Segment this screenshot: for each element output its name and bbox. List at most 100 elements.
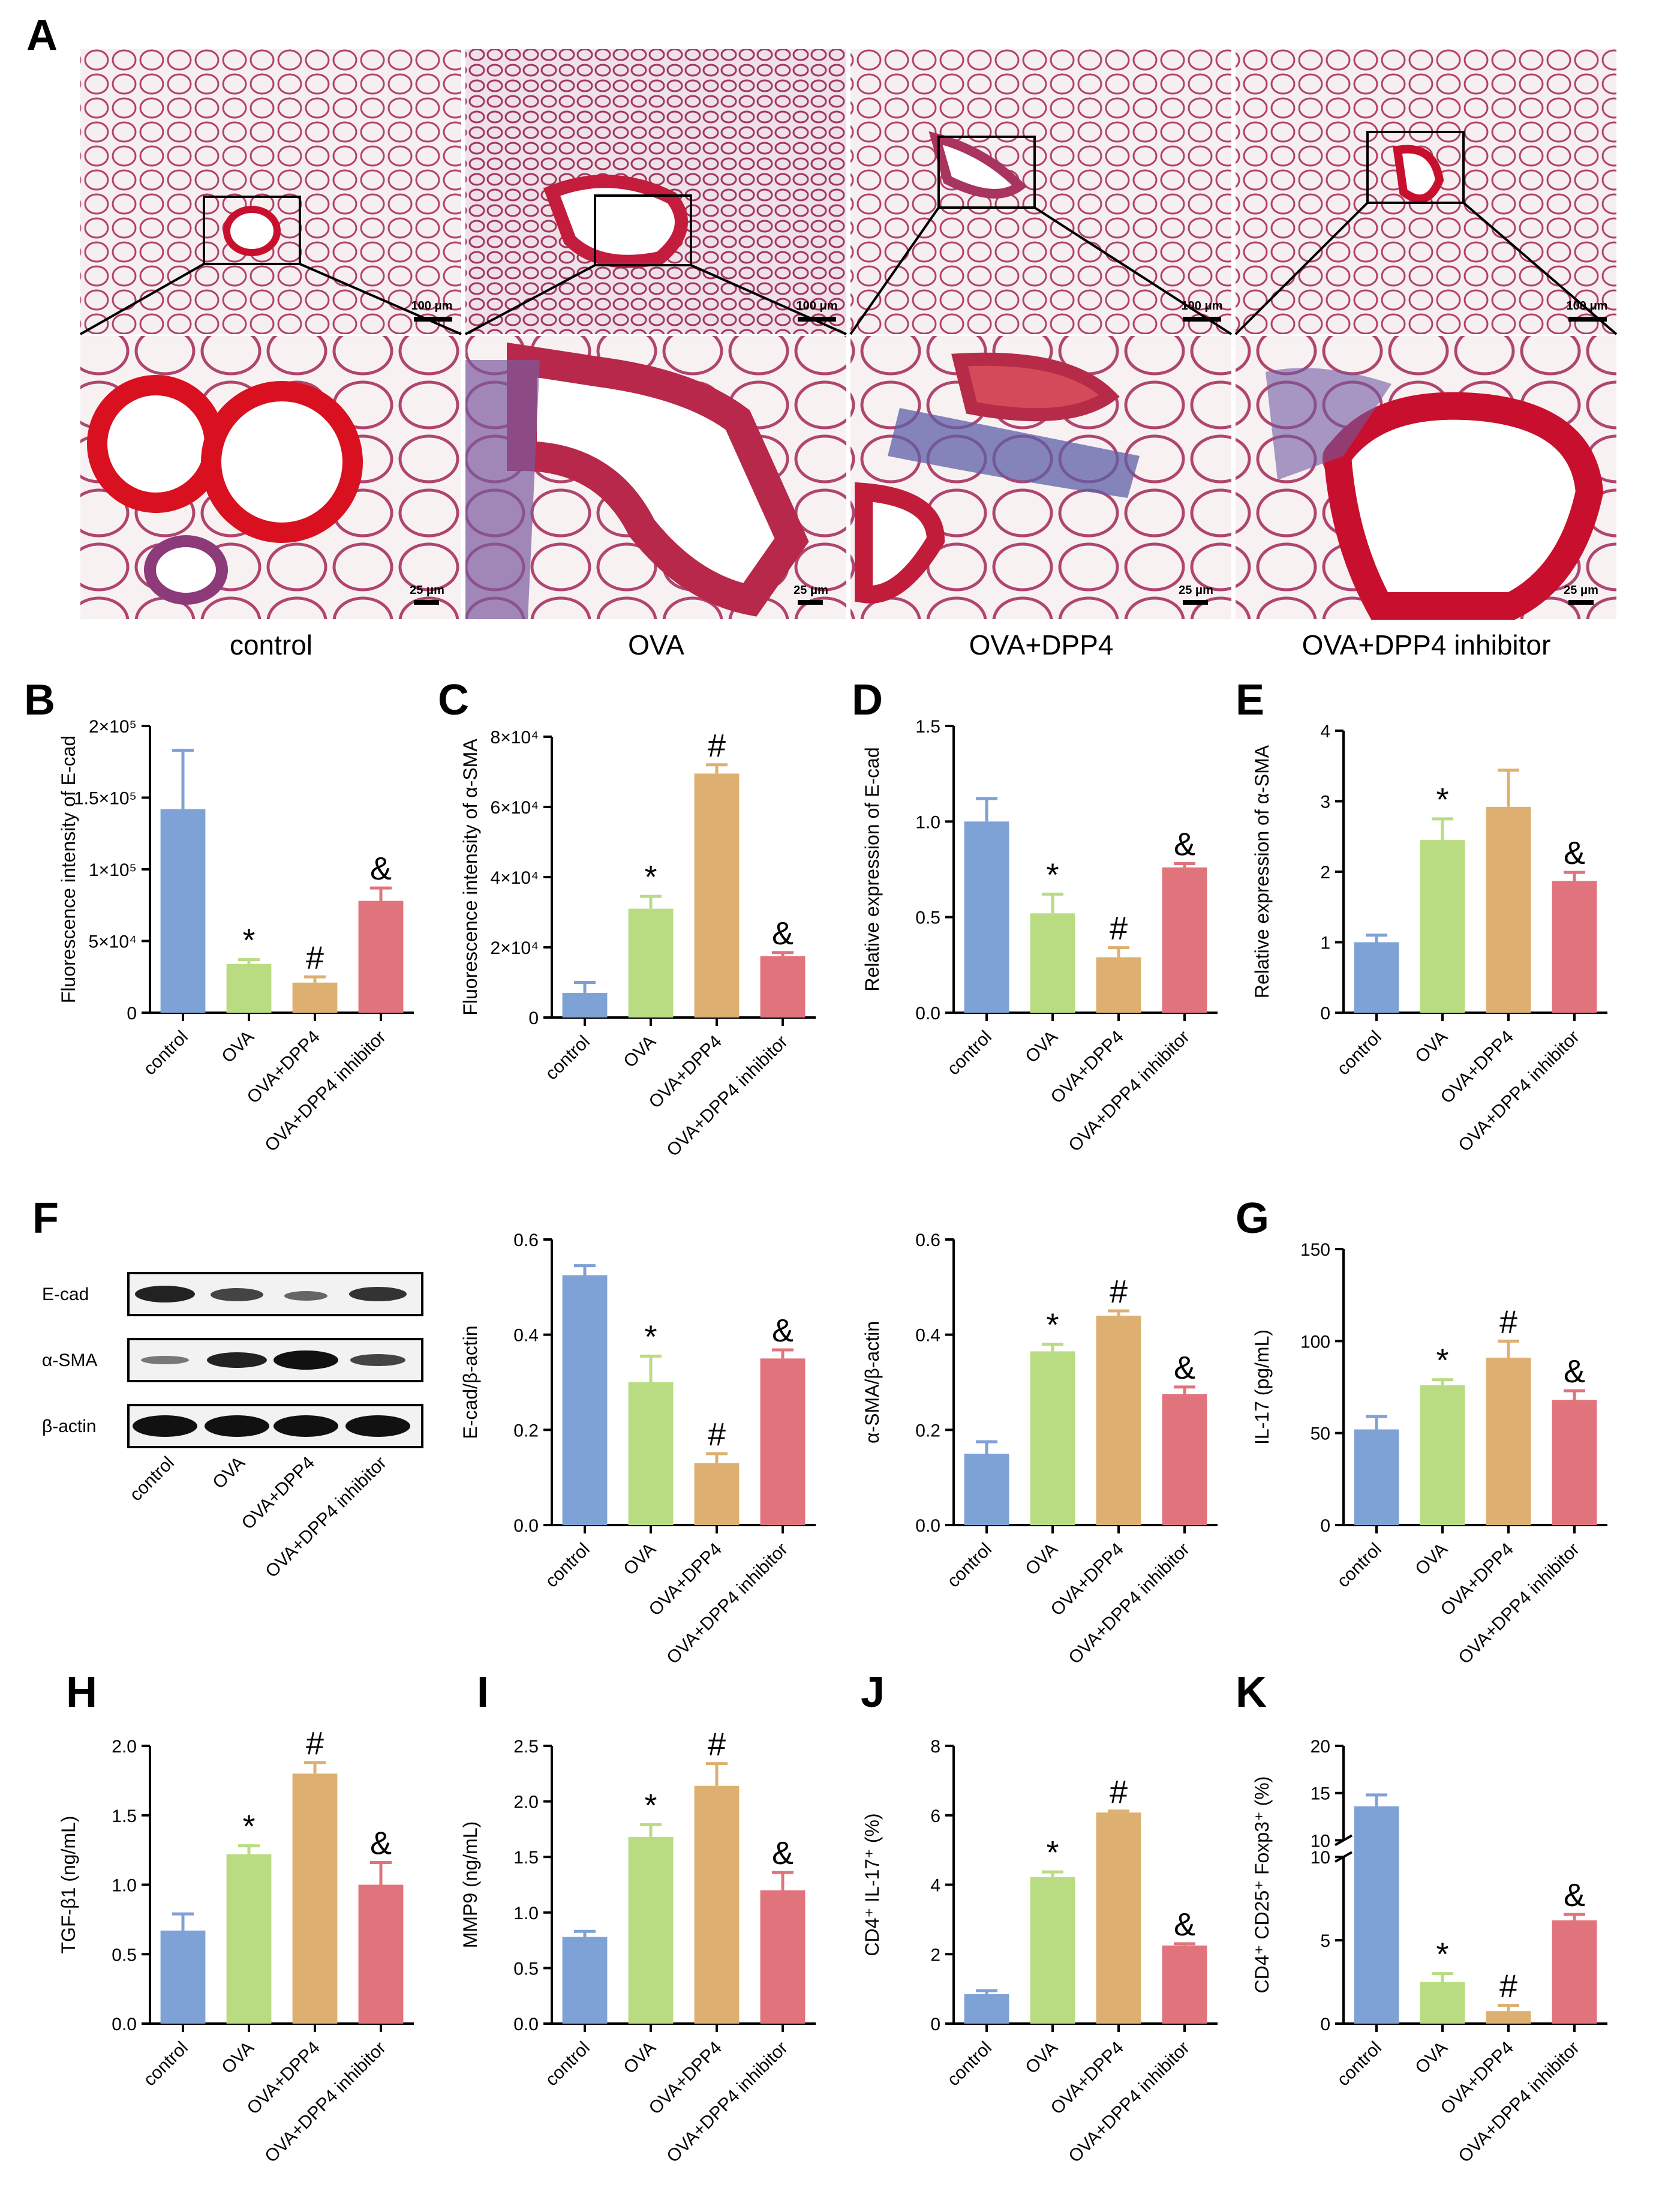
chart-j-significance-mark: # — [1110, 1774, 1128, 1810]
chart-c-y-tick-label: 4×10⁴ — [491, 868, 539, 888]
scale-label-control-bottom: 25 μm — [410, 584, 444, 597]
chart-e-y-tick-label: 4 — [1320, 722, 1330, 742]
chart-b-x-tick-label: OVA — [218, 1027, 258, 1067]
chart-b-y-tick-label: 0 — [127, 1004, 137, 1024]
chart-g-significance-mark: * — [1436, 1343, 1448, 1379]
chart-d-bar — [1030, 913, 1075, 1013]
chart-k-x-tick-label: control — [1333, 2038, 1385, 2090]
chart-g-bar — [1486, 1357, 1531, 1525]
chart-f1-y-tick-label: 0.2 — [513, 1421, 539, 1440]
scale-label-control-top: 100 μm — [411, 299, 453, 313]
panel-letter-e: E — [1236, 676, 1265, 724]
chart-b-bar — [292, 982, 338, 1013]
chart-e-bar — [1420, 840, 1465, 1013]
chart-j-bar — [964, 1994, 1009, 2024]
chart-k-x-tick-label: OVA — [1411, 2038, 1451, 2078]
chart-f2-y-tick-label: 0.6 — [915, 1230, 940, 1250]
chart-e-significance-mark: * — [1436, 782, 1448, 818]
chart-f2-significance-mark: & — [1174, 1350, 1195, 1386]
chart-e-bar — [1486, 806, 1531, 1013]
chart-c-significance-mark: # — [708, 728, 726, 764]
chart-f1-y-tick-label: 0.0 — [513, 1516, 539, 1536]
panel-letter-d: D — [852, 676, 883, 724]
airway-control — [223, 206, 281, 256]
airway-ova — [543, 175, 688, 268]
chart-c-x-tick-label: OVA — [620, 1032, 660, 1072]
chart-g-significance-mark: # — [1499, 1304, 1517, 1340]
chart-d-bar — [1162, 867, 1207, 1013]
chart-f1-bar — [562, 1275, 608, 1525]
histology-image-ova-dpp4-low — [850, 49, 1231, 334]
scale-label-ova-top: 100 μm — [797, 299, 838, 313]
chart-b-x-tick-label: control — [140, 1027, 192, 1079]
zoom-fibrosis-ova — [465, 360, 540, 619]
chart-f1-significance-mark: # — [708, 1416, 726, 1452]
chart-e-bar — [1354, 942, 1399, 1013]
chart-c-bar — [562, 993, 608, 1018]
chart-j-bar — [1162, 1945, 1207, 2024]
chart-b-y-tick-label: 1×10⁵ — [89, 860, 137, 880]
zoom-airway-ova — [507, 342, 809, 617]
chart-k-bar — [1486, 2011, 1531, 2024]
chart-e-y-label: Relative expression of α-SMA — [1251, 745, 1273, 998]
chart-c-bar — [628, 908, 674, 1018]
chart-g-y-tick-label: 150 — [1300, 1240, 1330, 1260]
chart-c-significance-mark: & — [772, 916, 794, 952]
chart-c-y-label: Fluorescence intensity of α-SMA — [459, 739, 481, 1016]
panel-letter-j: J — [861, 1668, 885, 1716]
chart-g-x-tick-label: OVA — [1411, 1539, 1451, 1580]
chart-j-y-tick-label: 0 — [930, 2015, 940, 2034]
chart-h-y-tick-label: 1.5 — [112, 1806, 137, 1826]
chart-f1-x-tick-label: control — [542, 1539, 594, 1592]
chart-i-bar — [562, 1937, 608, 2024]
chart-i-significance-mark: & — [772, 1835, 794, 1871]
chart-f1-bar — [628, 1382, 674, 1525]
chart-i-y-tick-label: 2.0 — [513, 1793, 539, 1812]
chart-b-bar — [358, 901, 404, 1013]
chart-f2-bar — [964, 1454, 1009, 1525]
chart-e-bar — [1552, 881, 1597, 1013]
chart-f1-x-tick-label: OVA — [620, 1539, 660, 1580]
chart-h-significance-mark: & — [370, 1825, 392, 1861]
chart-h-y-tick-label: 0.0 — [112, 2015, 137, 2034]
chart-f1-y-label: E-cad/β-actin — [459, 1325, 481, 1439]
chart-h-bar — [292, 1773, 338, 2024]
chart-h-x-tick-label: control — [140, 2038, 192, 2090]
chart-f1-significance-mark: & — [772, 1313, 794, 1349]
panel-letter-k: K — [1236, 1668, 1267, 1716]
chart-b-significance-mark: # — [306, 940, 324, 976]
chart-e-significance-mark: & — [1564, 835, 1585, 871]
chart-j-x-tick-label: OVA+DPP4 inhibitor — [1065, 2038, 1194, 2167]
zoom-box-ova-dpp4-inhibitor — [1366, 131, 1465, 204]
panel-letter-g: G — [1236, 1194, 1270, 1242]
chart-k-y-tick-label: 15 — [1311, 1784, 1330, 1804]
chart-f2-significance-mark: # — [1110, 1274, 1128, 1310]
chart-j-y-tick-label: 8 — [930, 1737, 940, 1757]
chart-e-x-tick-label: OVA — [1411, 1027, 1451, 1067]
chart-k-significance-mark: * — [1436, 1937, 1448, 1973]
chart-c-y-tick-label: 8×10⁴ — [491, 728, 539, 748]
histology-group-label-ova-dpp4-inhibitor: OVA+DPP4 inhibitor — [1302, 629, 1551, 661]
chart-h-y-tick-label: 0.5 — [112, 1945, 137, 1965]
chart-j-y-tick-label: 4 — [930, 1876, 940, 1896]
chart-i-significance-mark: * — [644, 1787, 657, 1823]
histology-image-control-low — [80, 49, 461, 334]
chart-e-x-tick-label: OVA+DPP4 inhibitor — [1454, 1027, 1583, 1156]
chart-h-x-tick-label: OVA — [218, 2038, 258, 2078]
chart-j-bar — [1030, 1877, 1075, 2024]
zoom-box-ova — [594, 194, 692, 266]
panel-letter-b: B — [24, 676, 55, 724]
airway-ova-dpp4 — [928, 131, 1027, 199]
chart-b-bar — [160, 809, 206, 1013]
chart-i-x-tick-label: OVA — [620, 2038, 660, 2078]
chart-g-y-tick-label: 50 — [1311, 1424, 1330, 1444]
chart-h-bar — [358, 1884, 404, 2024]
panel-letter-f: F — [32, 1194, 59, 1242]
chart-c-bar — [760, 956, 806, 1018]
chart-f2-y-tick-label: 0.2 — [915, 1421, 940, 1440]
chart-d-x-tick-label: OVA+DPP4 inhibitor — [1065, 1027, 1194, 1156]
chart-f2-bar — [1030, 1351, 1075, 1525]
chart-b-y-tick-label: 1.5×10⁵ — [74, 789, 137, 809]
chart-f2-x-tick-label: control — [943, 1539, 996, 1592]
chart-e-y-tick-label: 0 — [1320, 1004, 1330, 1024]
